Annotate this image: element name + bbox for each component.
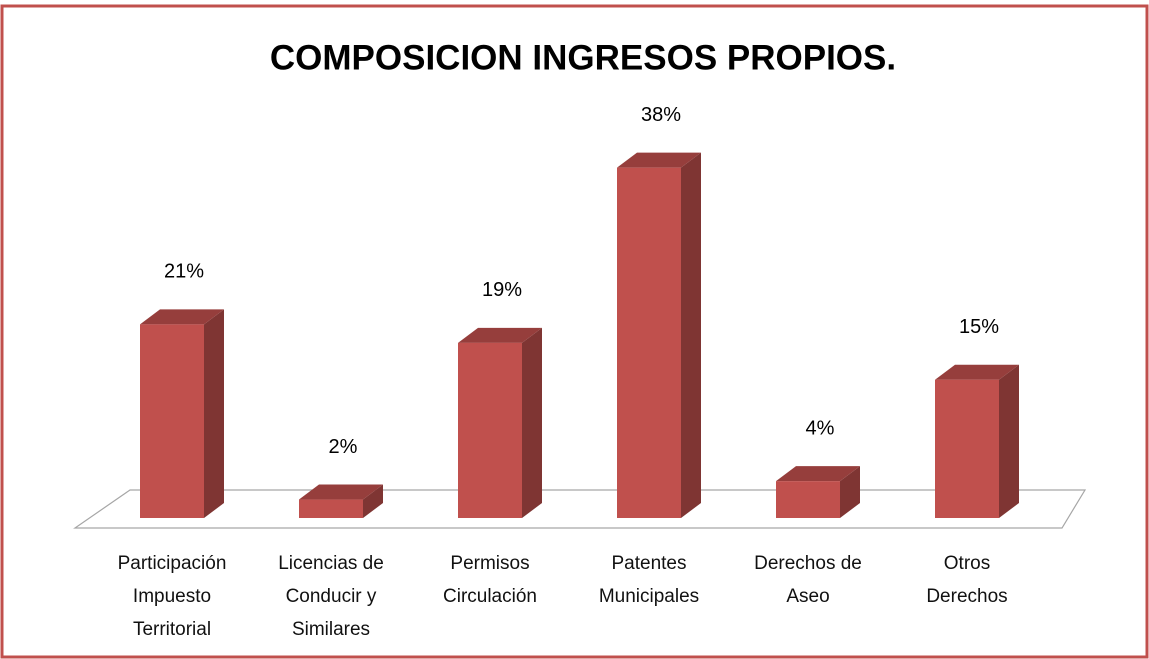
bar-side	[840, 466, 860, 518]
value-label: 15%	[959, 316, 999, 338]
value-label: 21%	[164, 261, 204, 283]
floor	[73, 489, 1087, 529]
value-label: 4%	[806, 417, 835, 439]
x-tick-label: Patentes Municipales	[598, 553, 700, 607]
chart-title: COMPOSICION INGRESOS PROPIOS.	[270, 38, 896, 77]
bar-top	[617, 152, 701, 168]
bar-side	[681, 152, 701, 518]
bar	[299, 499, 363, 518]
bar-top	[776, 466, 860, 482]
bar	[140, 324, 204, 518]
bar-top	[299, 484, 383, 500]
bar-side	[363, 484, 383, 518]
x-tick-label: Participación Impuesto Territorial	[117, 553, 227, 640]
x-tick-label: Permisos Circulación	[443, 553, 537, 607]
value-label: 38%	[641, 104, 681, 126]
bar-side	[204, 309, 224, 518]
x-tick-label: Licencias de Conducir y Similares	[278, 553, 384, 640]
bar-side	[999, 364, 1019, 518]
bar-side	[522, 327, 542, 518]
x-tick-label: Otros Derechos	[926, 553, 1008, 607]
value-label: 2%	[329, 436, 358, 458]
bar	[458, 342, 522, 518]
value-label: 19%	[482, 279, 522, 301]
bar-top	[140, 309, 224, 325]
bar	[776, 481, 840, 518]
bar	[617, 167, 681, 518]
bar-top	[935, 364, 1019, 380]
x-tick-label: Derechos de Aseo	[754, 553, 862, 607]
bar	[935, 379, 999, 518]
bar-top	[458, 327, 542, 343]
